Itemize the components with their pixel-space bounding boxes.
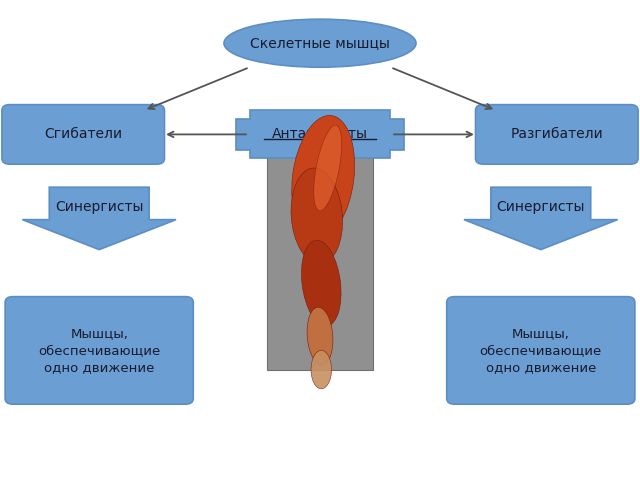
Text: Синергисты: Синергисты: [497, 200, 585, 214]
Polygon shape: [22, 187, 176, 250]
Text: Разгибатели: Разгибатели: [511, 127, 603, 142]
Ellipse shape: [291, 168, 342, 264]
Ellipse shape: [314, 125, 342, 211]
FancyBboxPatch shape: [5, 297, 193, 404]
Text: Мышцы,
обеспечивающие
одно движение: Мышцы, обеспечивающие одно движение: [38, 327, 161, 374]
Text: Синергисты: Синергисты: [55, 200, 143, 214]
Text: Скелетные мышцы: Скелетные мышцы: [250, 36, 390, 50]
FancyBboxPatch shape: [2, 105, 164, 164]
Text: Сгибатели: Сгибатели: [44, 127, 122, 142]
FancyBboxPatch shape: [476, 105, 638, 164]
Ellipse shape: [224, 19, 416, 67]
FancyBboxPatch shape: [447, 297, 635, 404]
Polygon shape: [464, 187, 618, 250]
Text: Мышцы,
обеспечивающие
одно движение: Мышцы, обеспечивающие одно движение: [479, 327, 602, 374]
Text: Антагонисты: Антагонисты: [272, 127, 368, 142]
Ellipse shape: [311, 350, 332, 389]
Ellipse shape: [307, 307, 333, 365]
Ellipse shape: [301, 240, 341, 326]
Polygon shape: [236, 110, 404, 158]
Ellipse shape: [292, 115, 355, 240]
Bar: [268, 120, 372, 370]
